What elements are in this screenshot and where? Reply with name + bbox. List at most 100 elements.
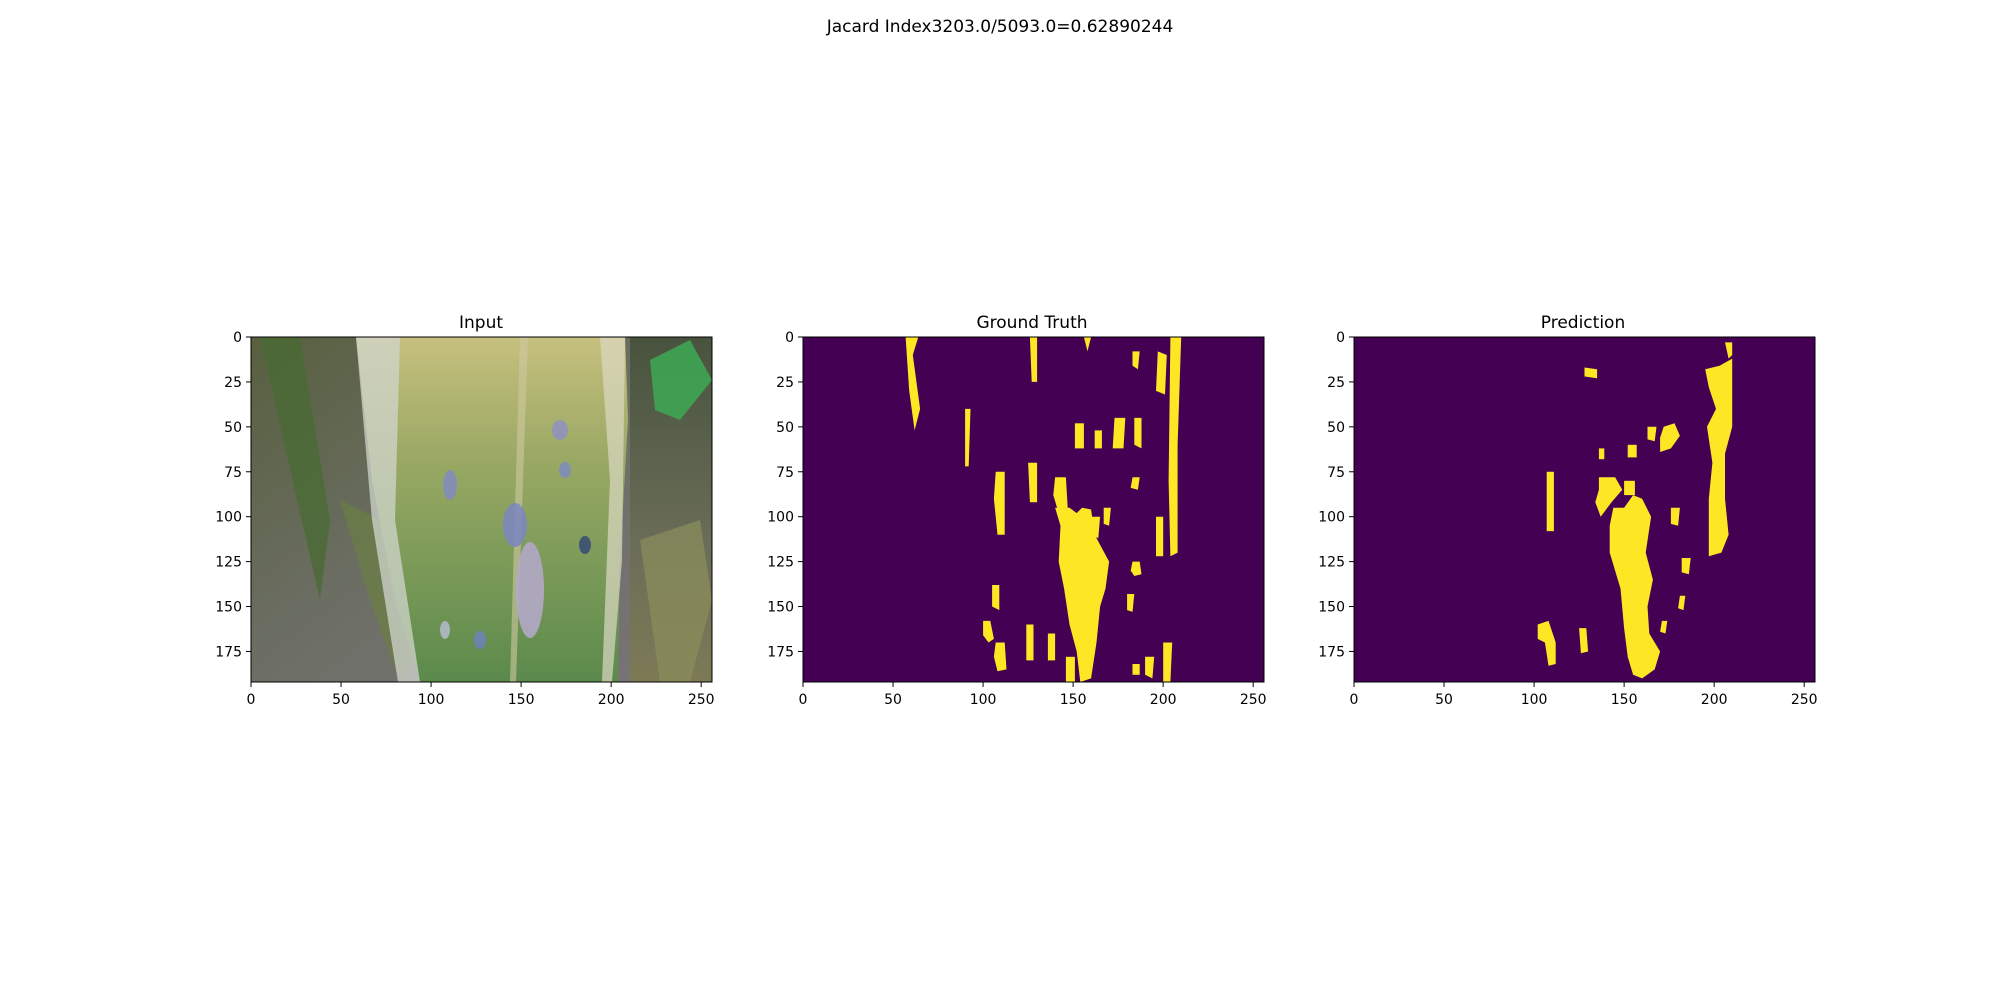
mask-region — [1598, 448, 1605, 460]
y-tick-label: 75 — [224, 465, 242, 481]
mask-region — [1705, 358, 1733, 557]
mask-region — [1624, 480, 1635, 496]
mask-region — [1053, 477, 1068, 514]
x-tick-label: 200 — [598, 692, 625, 708]
y-tick-label: 25 — [776, 375, 794, 391]
mask-region — [1647, 426, 1657, 442]
ticks-ground-truth: 0 50 100 150 200 250 0 25 50 75 100 125 150 175 — [767, 330, 1266, 708]
panel-title-ground-truth: Ground Truth — [976, 313, 1087, 333]
figure-suptitle: Jacard Index3203.0/5093.0=0.62890244 — [826, 17, 1174, 37]
mask-region — [1681, 558, 1691, 575]
axes-frame-prediction — [1353, 336, 1816, 683]
mask-region — [1579, 628, 1589, 654]
mask-region — [1725, 342, 1733, 359]
y-tick-label: 175 — [767, 644, 794, 660]
y-tick-label: 125 — [1318, 555, 1345, 571]
mask-region — [1660, 423, 1680, 452]
y-tick-label: 100 — [215, 510, 242, 526]
x-tick-label: 0 — [1350, 692, 1359, 708]
mask-region — [1595, 477, 1623, 517]
x-tick-label: 100 — [1521, 692, 1548, 708]
mask-region — [1112, 417, 1126, 449]
y-tick-label: 0 — [233, 330, 242, 346]
x-tick-label: 100 — [418, 692, 445, 708]
mask-region — [1047, 633, 1056, 661]
mask-region — [1537, 620, 1556, 666]
mask-region — [1163, 642, 1173, 682]
x-tick-label: 50 — [884, 692, 902, 708]
mask-region — [1168, 337, 1182, 557]
y-tick-label: 100 — [767, 510, 794, 526]
mask-region — [905, 337, 921, 431]
x-tick-label: 50 — [1435, 692, 1453, 708]
mask-region — [1055, 507, 1110, 682]
panel-title-input: Input — [459, 313, 503, 333]
mask-region — [965, 408, 971, 467]
input-image — [251, 337, 712, 682]
mask-region — [1094, 430, 1102, 449]
y-tick-label: 50 — [1327, 420, 1345, 436]
mask-region — [1132, 351, 1140, 370]
x-tick-label: 100 — [970, 692, 997, 708]
x-tick-label: 250 — [1240, 692, 1267, 708]
y-tick-label: 75 — [776, 465, 794, 481]
ticks-input: 0 50 100 150 200 250 0 25 50 75 100 125 150 175 — [215, 330, 714, 708]
mask-background-prediction — [1354, 337, 1815, 682]
mask-region — [1074, 423, 1084, 449]
x-tick-label: 0 — [799, 692, 808, 708]
y-tick-label: 100 — [1318, 510, 1345, 526]
mask-region — [1145, 656, 1155, 679]
x-tick-label: 150 — [508, 692, 535, 708]
mask-region — [1130, 561, 1142, 576]
mask-region — [993, 642, 1007, 672]
mask-region — [1026, 624, 1034, 661]
y-tick-label: 25 — [224, 375, 242, 391]
mask-region — [1584, 367, 1598, 379]
mask-region — [1130, 477, 1140, 490]
y-tick-label: 150 — [215, 600, 242, 616]
x-tick-label: 50 — [332, 692, 350, 708]
mask-region — [1156, 516, 1164, 557]
panel-title-prediction: Prediction — [1541, 313, 1625, 333]
y-tick-label: 0 — [1336, 330, 1345, 346]
mask-region — [1670, 507, 1680, 526]
y-tick-label: 50 — [776, 420, 794, 436]
mask-region — [1127, 594, 1135, 612]
mask-region — [1029, 337, 1038, 382]
mask-region — [1660, 620, 1668, 634]
y-tick-label: 125 — [767, 555, 794, 571]
ticks-prediction: 0 50 100 150 200 250 0 25 50 75 100 125 150 175 — [1318, 330, 1817, 708]
mask-region — [992, 585, 1000, 611]
y-tick-label: 150 — [767, 600, 794, 616]
x-tick-label: 250 — [688, 692, 715, 708]
mask-region — [1546, 471, 1554, 532]
panel-ground-truth: Ground Truth 0 50 100 150 200 250 0 25 50 75 100 12… — [767, 313, 1266, 708]
y-tick-label: 25 — [1327, 375, 1345, 391]
y-tick-label: 0 — [785, 330, 794, 346]
mask-region — [1678, 595, 1686, 611]
mask-region — [1065, 656, 1075, 682]
axes-frame-input — [250, 336, 713, 683]
y-tick-label: 150 — [1318, 600, 1345, 616]
mask-region — [1132, 664, 1140, 675]
mask-region — [1156, 351, 1167, 395]
y-tick-label: 50 — [224, 420, 242, 436]
mask-region — [1627, 444, 1637, 458]
mask-region — [1083, 337, 1092, 352]
mask-region — [1134, 417, 1142, 449]
x-tick-label: 200 — [1701, 692, 1728, 708]
mask-region — [993, 471, 1005, 535]
mask-regions-prediction — [1537, 342, 1733, 679]
x-tick-label: 200 — [1150, 692, 1177, 708]
mask-region — [983, 620, 994, 643]
y-tick-label: 125 — [215, 555, 242, 571]
x-tick-label: 0 — [247, 692, 256, 708]
y-tick-label: 175 — [1318, 644, 1345, 660]
x-tick-label: 150 — [1611, 692, 1638, 708]
panel-prediction: Prediction 0 50 100 150 200 250 0 25 50 75 100 125 1… — [1318, 313, 1817, 708]
x-tick-label: 150 — [1060, 692, 1087, 708]
y-tick-label: 75 — [1327, 465, 1345, 481]
x-tick-label: 250 — [1791, 692, 1818, 708]
